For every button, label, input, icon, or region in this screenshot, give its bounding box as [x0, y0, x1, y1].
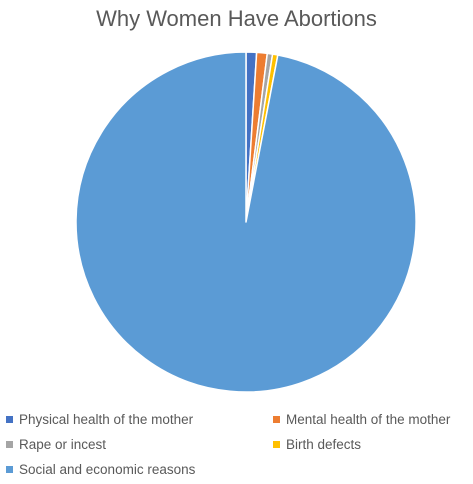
legend-item-mental-health: Mental health of the mother [273, 412, 450, 427]
legend-label: Rape or incest [19, 437, 107, 452]
legend-swatch [6, 466, 13, 473]
legend-swatch [6, 441, 13, 448]
chart-legend: Physical health of the mother Mental hea… [0, 406, 473, 484]
legend-swatch [6, 416, 13, 423]
legend-label: Physical health of the mother [19, 412, 194, 427]
legend-swatch [273, 441, 280, 448]
legend-item-social-economic: Social and economic reasons [6, 462, 195, 477]
legend-label: Mental health of the mother [286, 412, 451, 427]
legend-label: Social and economic reasons [19, 462, 196, 477]
legend-item-physical-health: Physical health of the mother [6, 412, 193, 427]
legend-item-birth-defects: Birth defects [273, 437, 361, 452]
pie-chart [75, 51, 417, 393]
legend-item-rape-incest: Rape or incest [6, 437, 106, 452]
legend-swatch [273, 416, 280, 423]
pie-slice-social-and-economic-reasons [75, 51, 417, 393]
chart-title: Why Women Have Abortions [96, 6, 377, 31]
legend-label: Birth defects [286, 437, 362, 452]
